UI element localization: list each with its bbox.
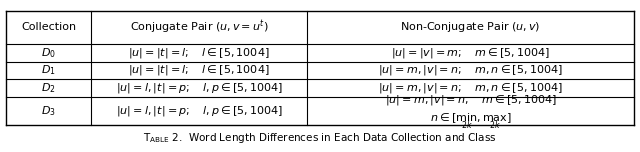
Text: $|u| = m, |v| = n;\quad m, n \in [5, 1004]$: $|u| = m, |v| = n;\quad m, n \in [5, 100…: [378, 63, 563, 77]
Text: $D_3$: $D_3$: [42, 104, 56, 117]
Text: $|u| = m, |v| = n;\quad m, n \in [5, 1004]$: $|u| = m, |v| = n;\quad m, n \in [5, 100…: [378, 81, 563, 95]
Text: $n \in [\min_{2k}, \max_{2k}]$: $n \in [\min_{2k}, \max_{2k}]$: [429, 111, 511, 131]
Text: $|u| = m, |v| = n;\quad m \in [5, 1004]$: $|u| = m, |v| = n;\quad m \in [5, 1004]$: [385, 93, 557, 107]
Text: Non-Conjugate Pair $(u, v)$: Non-Conjugate Pair $(u, v)$: [400, 20, 541, 34]
Text: $D_2$: $D_2$: [42, 81, 56, 95]
Text: Collection: Collection: [21, 22, 76, 32]
Text: $|u| = l, |t| = p;\quad l, p \in [5, 1004]$: $|u| = l, |t| = p;\quad l, p \in [5, 100…: [116, 104, 283, 118]
Text: $|u| = l, |t| = p;\quad l, p \in [5, 1004]$: $|u| = l, |t| = p;\quad l, p \in [5, 100…: [116, 81, 283, 95]
Text: Conjugate Pair $(u, v = u^t)$: Conjugate Pair $(u, v = u^t)$: [130, 19, 269, 36]
Text: $D_1$: $D_1$: [42, 63, 56, 77]
Text: $|u| = |v| = m;\quad m \in [5, 1004]$: $|u| = |v| = m;\quad m \in [5, 1004]$: [391, 46, 550, 60]
Text: $D_0$: $D_0$: [41, 46, 56, 60]
Text: $|u| = |t| = l;\quad l \in [5, 1004]$: $|u| = |t| = l;\quad l \in [5, 1004]$: [129, 46, 270, 60]
Text: $|u| = |t| = l;\quad l \in [5, 1004]$: $|u| = |t| = l;\quad l \in [5, 1004]$: [129, 63, 270, 77]
Text: $\mathrm{T}_{\mathrm{ABLE}}$ 2.  Word Length Differences in Each Data Collection: $\mathrm{T}_{\mathrm{ABLE}}$ 2. Word Len…: [143, 131, 497, 145]
